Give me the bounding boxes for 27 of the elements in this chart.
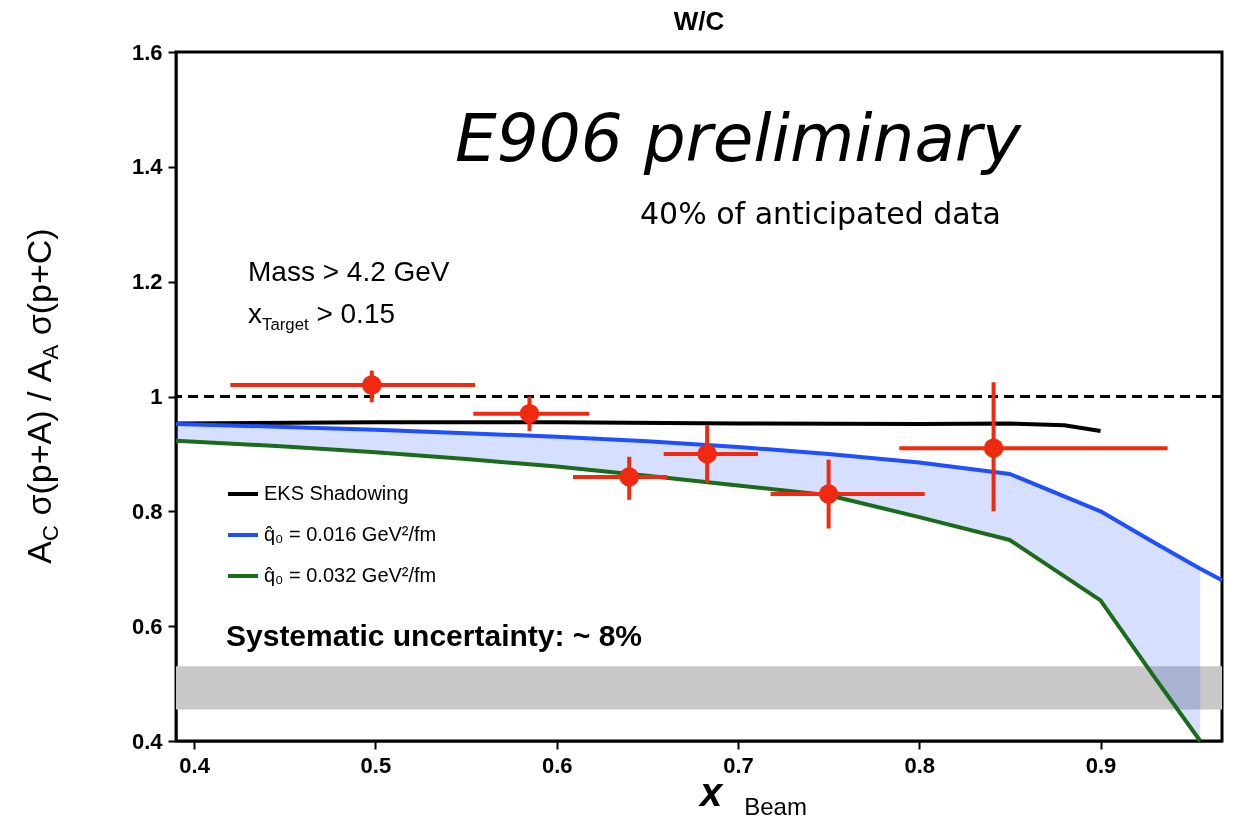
y-tick-label: 0.6 (131, 613, 163, 639)
annotation: E906 preliminary (455, 100, 1022, 177)
chart-title: W/C (673, 6, 725, 36)
y-tick-label: 1.6 (131, 39, 163, 65)
annotation: 40% of anticipated data (640, 196, 1001, 231)
legend-label: q̂₀ = 0.032 GeV²/fm (264, 564, 437, 586)
annotation: x$_{Target}$ > 0.15 (248, 298, 396, 335)
band-label: Systematic uncertainty: ~ 8% (226, 619, 643, 653)
y-tick-label: 1.2 (131, 269, 163, 295)
point (519, 404, 540, 424)
legend-label: q̂₀ = 0.016 GeV²/fm (264, 523, 437, 545)
point (697, 444, 717, 464)
y-tick-label: 0.4 (131, 728, 164, 754)
legend-label: EKS Shadowing (264, 482, 409, 504)
point (362, 375, 382, 395)
x-tick-label: 0.6 (541, 752, 573, 778)
point (619, 467, 639, 487)
x-tick-label: 0.4 (179, 752, 211, 778)
point (818, 484, 839, 504)
y-tick-label: 1.4 (131, 154, 164, 180)
y-tick-label: 0.8 (131, 498, 163, 524)
point (983, 438, 1004, 458)
x-tick-label: 0.9 (1085, 752, 1117, 778)
annotation: Mass > 4.2 GeV (248, 256, 450, 288)
x-tick-label: 0.5 (360, 752, 392, 778)
x-tick-label: 0.8 (904, 752, 936, 778)
y-tick-label: 1 (150, 384, 163, 409)
